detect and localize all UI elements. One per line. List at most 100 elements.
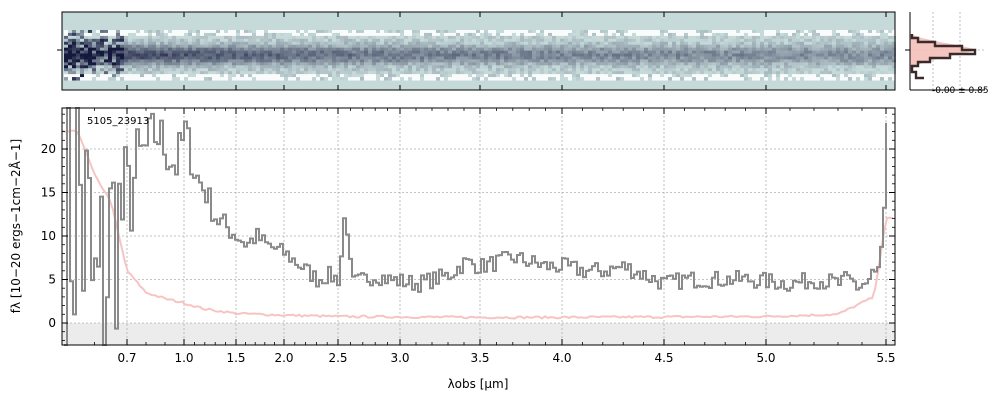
spectrum-2d-pixel: [176, 77, 180, 81]
spectrum-2d-pixel: [316, 62, 320, 66]
spectrum-2d-pixel: [836, 53, 840, 57]
spectrum-2d-pixel: [308, 44, 312, 49]
spectrum-2d-pixel: [780, 59, 784, 63]
spectrum-2d-pixel: [112, 47, 116, 52]
spectrum-2d-pixel: [816, 68, 820, 72]
spectrum-2d-pixel: [428, 30, 432, 34]
spectrum-2d-pixel: [360, 38, 364, 43]
spectrum-2d-pixel: [188, 41, 192, 46]
spectrum-2d-pixel: [400, 50, 404, 55]
error-line: [61, 129, 894, 320]
spectrum-2d-pixel: [108, 71, 112, 75]
spectrum-2d-pixel: [644, 62, 648, 66]
spectrum-2d-pixel: [820, 30, 824, 34]
spectrum-2d-pixel: [820, 53, 824, 57]
spectrum-2d-pixel: [880, 35, 884, 40]
spectrum-2d-pixel: [428, 68, 432, 72]
spectrum-2d-pixel: [324, 41, 328, 46]
spectrum-2d-pixel: [312, 30, 316, 34]
spectrum-2d-pixel: [768, 30, 772, 34]
spectrum-2d-pixel: [632, 44, 636, 49]
spectrum-2d-pixel: [808, 50, 812, 55]
spectrum-2d-pixel: [688, 44, 692, 49]
spectrum-2d-pixel: [224, 77, 228, 81]
spectrum-2d-pixel: [552, 53, 556, 57]
spectrum-2d-pixel: [480, 47, 484, 52]
spectrum-2d-pixel: [392, 53, 396, 57]
spectrum-2d-pixel: [184, 62, 188, 66]
spectrum-2d-pixel: [860, 47, 864, 52]
spectrum-2d-pixel: [184, 41, 188, 46]
spectrum-2d-pixel: [496, 44, 500, 49]
spectrum-2d-pixel: [324, 50, 328, 55]
spectrum-2d-pixel: [640, 35, 644, 40]
spectrum-2d-pixel: [768, 35, 772, 40]
spectrum-2d-pixel: [440, 47, 444, 52]
spectrum-2d-pixel: [660, 62, 664, 66]
spectrum-2d-pixel: [560, 62, 564, 66]
spectrum-2d-pixel: [552, 30, 556, 34]
spectrum-2d-pixel: [332, 30, 336, 34]
spectrum-2d-pixel: [388, 56, 392, 60]
spectrum-2d-pixel: [168, 35, 172, 40]
spectrum-2d-pixel: [512, 56, 516, 60]
spectrum-2d-pixel: [764, 77, 768, 81]
spectrum-2d-pixel: [120, 59, 124, 63]
spectrum-2d-pixel: [748, 50, 752, 55]
spectrum-2d-pixel: [692, 35, 696, 40]
spectrum-2d-pixel: [784, 38, 788, 43]
spectrum-2d-pixel: [808, 35, 812, 40]
spectrum-2d-pixel: [540, 56, 544, 60]
spectrum-2d-pixel: [744, 44, 748, 49]
spectrum-2d-pixel: [208, 77, 212, 81]
spectrum-2d-pixel: [172, 38, 176, 43]
spectrum-2d-pixel: [244, 47, 248, 52]
spectrum-2d-pixel: [544, 41, 548, 46]
spectrum-2d-pixel: [360, 30, 364, 34]
spectrum-2d-pixel: [112, 65, 116, 69]
spectrum-2d-pixel: [884, 41, 888, 46]
spectrum-2d-pixel: [512, 71, 516, 75]
spectrum-2d-pixel: [300, 38, 304, 43]
spectrum-2d-pixel: [388, 74, 392, 78]
spectrum-2d-pixel: [580, 56, 584, 60]
spectrum-2d-pixel: [352, 47, 356, 52]
spectrum-2d-pixel: [268, 74, 272, 78]
spectrum-2d-pixel: [576, 38, 580, 43]
spectrum-2d-pixel: [164, 68, 168, 72]
spectrum-2d-pixel: [740, 47, 744, 52]
spectrum-2d-pixel: [872, 74, 876, 78]
spectrum-2d-pixel: [224, 68, 228, 72]
spectrum-2d-pixel: [180, 77, 184, 81]
spectrum-2d-pixel: [224, 32, 228, 37]
spectrum-2d-pixel: [648, 68, 652, 72]
spectrum-2d-pixel: [748, 30, 752, 34]
spectrum-2d-pixel: [560, 59, 564, 63]
spectrum-2d-pixel: [648, 74, 652, 78]
spectrum-2d-pixel: [116, 44, 120, 49]
spectrum-2d-pixel: [480, 38, 484, 43]
spectrum-2d-pixel: [840, 53, 844, 57]
spectrum-2d-pixel: [400, 68, 404, 72]
spectrum-2d-pixel: [588, 38, 592, 43]
spectrum-2d-pixel: [388, 62, 392, 66]
spectrum-2d-pixel: [604, 35, 608, 40]
spectrum-2d-pixel: [376, 74, 380, 78]
spectrum-2d-pixel: [304, 50, 308, 55]
spectrum-2d-pixel: [832, 38, 836, 43]
spectrum-2d-pixel: [608, 77, 612, 81]
spectrum-2d-pixel: [256, 56, 260, 60]
spectrum-2d-pixel: [696, 38, 700, 43]
spectrum-2d-pixel: [824, 65, 828, 69]
spectrum-2d-pixel: [344, 62, 348, 66]
spectrum-2d-pixel: [160, 65, 164, 69]
spectrum-2d-pixel: [576, 41, 580, 46]
spectrum-2d-pixel: [468, 38, 472, 43]
spectrum-2d-pixel: [296, 38, 300, 43]
spectrum-2d-pixel: [252, 35, 256, 40]
spectrum-2d-pixel: [244, 35, 248, 40]
spectrum-2d-pixel: [532, 74, 536, 78]
spectrum-2d-pixel: [428, 32, 432, 37]
spectrum-2d-pixel: [332, 44, 336, 49]
spectrum-2d-pixel: [732, 59, 736, 63]
